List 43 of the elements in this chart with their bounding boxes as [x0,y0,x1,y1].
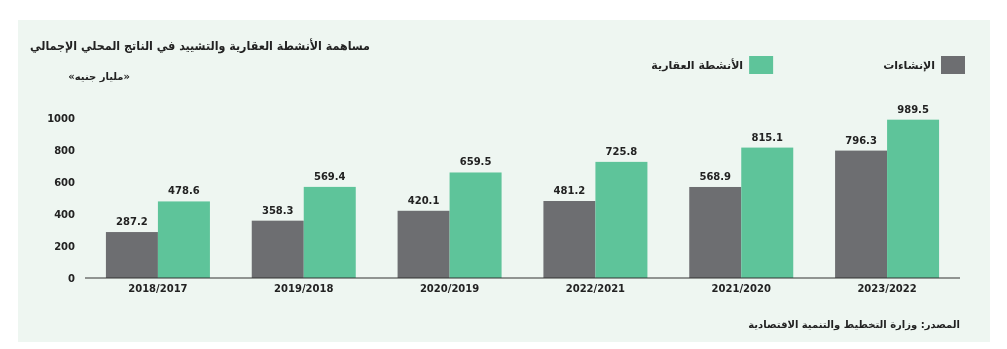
bar [449,172,502,278]
bar [397,210,450,278]
legend-label: الأنشطة العقارية [651,58,744,72]
data-label: 569.4 [313,170,346,182]
data-label: 815.1 [751,131,784,143]
text: المصدر: وزارة التخطيط والتنمية الاقتصادية [748,319,960,331]
bar [741,147,794,278]
data-label: 478.6 [168,185,200,197]
x-tick-label: 2020/2019 [419,283,480,294]
bar [689,186,742,278]
y-tick-label: 1000 [47,113,76,124]
x-tick-label: 2019/2018 [274,283,334,294]
x-tick-label: 2022/2021 [565,283,626,294]
bar [251,220,304,278]
data-label: 725.8 [605,145,638,157]
legend: الأنشطة العقارية [651,56,774,74]
data-label: 287.2 [116,216,148,228]
data-label: 989.5 [897,103,929,115]
chart-subtitle: «مليار جنيه» [68,71,130,83]
x-tick-label: 2018/2017 [128,283,188,294]
y-tick-label: 400 [54,209,76,220]
y-tick-label: 200 [54,241,76,252]
legend: الإنشاءات [883,56,965,74]
data-label: 568.9 [699,170,732,182]
bar [303,186,356,278]
x-tick-label: 2021/2020 [711,283,771,294]
data-label: 420.1 [407,194,440,206]
chart-title: مساهمة الأنشطة العقارية والتشييد في الناتج المحلي الإجمالي [30,38,398,54]
y-tick-label: 800 [54,145,76,156]
bar [835,150,888,278]
bar [887,119,940,278]
bar [157,201,210,278]
legend-label: الإنشاءات [883,59,935,72]
data-label: 481.2 [553,185,586,197]
data-label: 796.3 [845,134,877,146]
y-tick-label: 0 [68,273,76,284]
bar [595,161,648,278]
data-label: 659.5 [459,156,492,168]
bar [105,232,158,278]
data-label: 358.3 [261,204,294,216]
x-tick-label: 2023/2022 [857,283,917,294]
y-tick-label: 600 [54,177,76,188]
bar [543,201,596,278]
